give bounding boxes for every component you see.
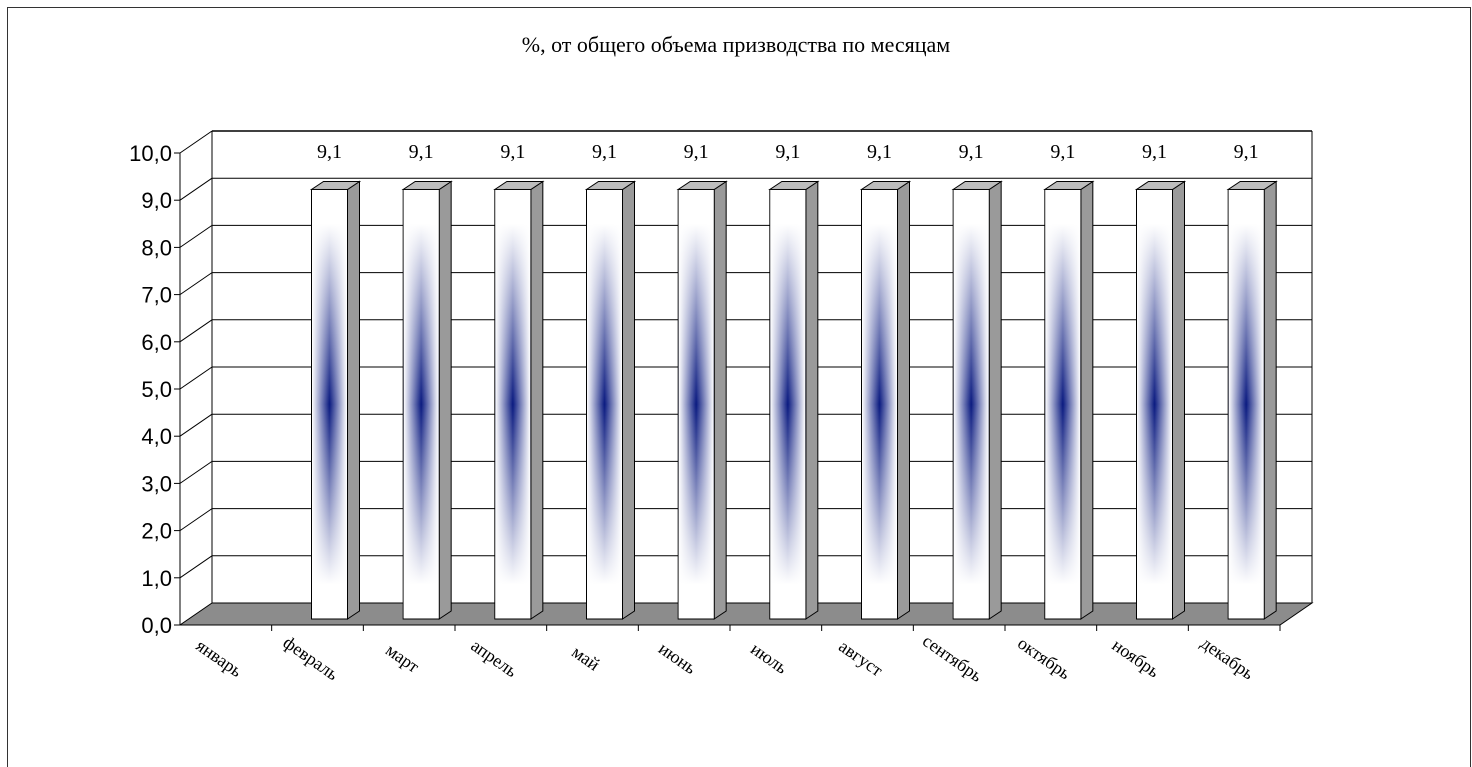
y-tick-label: 8,0: [141, 235, 172, 260]
chart-frame: [7, 7, 1471, 767]
bar-side: [805, 180, 819, 620]
bar: [1226, 180, 1278, 620]
x-tick-label: апрель: [467, 635, 521, 681]
x-tick-label: октябрь: [1014, 633, 1074, 684]
data-label: 9,1: [1050, 141, 1075, 163]
x-tick-label: июль: [747, 638, 791, 677]
bar: [584, 180, 637, 620]
data-label: 9,1: [500, 141, 525, 163]
bar-side: [347, 180, 360, 620]
data-label: 9,1: [684, 141, 709, 163]
data-label: 9,1: [317, 141, 342, 163]
data-label: 9,1: [592, 141, 617, 163]
bar: [401, 180, 453, 620]
bar-highlight: [495, 189, 531, 619]
y-tick-label: 9,0: [141, 188, 172, 213]
data-label: 9,1: [409, 141, 434, 163]
data-label: 9,1: [1142, 141, 1167, 163]
data-label: 9,1: [775, 141, 800, 163]
bar-side: [530, 180, 544, 620]
x-tick-label: май: [568, 642, 603, 675]
y-tick-label: 10,0: [129, 141, 172, 166]
bar-side: [1080, 180, 1094, 620]
side-gridline: [179, 413, 213, 437]
bar: [1134, 180, 1187, 620]
bar: [768, 180, 820, 620]
x-tick-label: август: [835, 636, 886, 680]
bar-highlight: [1045, 189, 1081, 619]
side-gridline: [179, 555, 213, 579]
data-label: 9,1: [959, 141, 984, 163]
side-gridline: [179, 130, 213, 154]
x-tick-label: январь: [192, 635, 246, 681]
bar-side: [897, 180, 910, 620]
y-tick-label: 5,0: [141, 377, 172, 402]
bar-highlight: [1137, 189, 1172, 619]
bar-side: [1172, 180, 1185, 620]
bar: [859, 180, 912, 620]
side-gridline: [179, 224, 213, 248]
x-tick-label: декабрь: [1197, 633, 1258, 684]
bar: [676, 180, 728, 620]
x-tick-label: июнь: [655, 638, 700, 678]
bar: [1043, 180, 1095, 620]
bar-highlight: [403, 189, 439, 619]
y-tick-label: 2,0: [141, 519, 172, 544]
data-label: 9,1: [867, 141, 892, 163]
side-gridline: [179, 319, 213, 343]
bar-highlight: [862, 189, 897, 619]
bar-side: [622, 180, 635, 620]
y-tick-label: 3,0: [141, 471, 172, 496]
bar: [951, 180, 1003, 620]
bar-side: [438, 180, 452, 620]
bar-side: [1263, 180, 1277, 620]
y-tick-label: 6,0: [141, 330, 172, 355]
side-gridline: [179, 508, 213, 532]
y-tick-label: 4,0: [141, 424, 172, 449]
bar-highlight: [587, 189, 622, 619]
y-tick-label: 1,0: [141, 566, 172, 591]
bar-side: [713, 180, 727, 620]
bar-highlight: [770, 189, 806, 619]
y-tick-label: 0,0: [141, 613, 172, 638]
x-tick-label: ноябрь: [1109, 635, 1164, 682]
x-tick-label: март: [382, 640, 423, 677]
data-label: 9,1: [1234, 141, 1259, 163]
bar-highlight: [312, 189, 347, 619]
side-gridline: [179, 272, 213, 296]
chart-title: %, от общего объема призводства по месяц…: [521, 32, 951, 57]
x-tick-label: сентябрь: [919, 630, 986, 685]
y-tick-label: 7,0: [141, 283, 172, 308]
bar-highlight: [1228, 189, 1264, 619]
bar-side: [988, 180, 1002, 620]
x-tick-label: февраль: [280, 632, 343, 684]
bar: [309, 180, 362, 620]
bar-highlight: [953, 189, 989, 619]
bar-highlight: [678, 189, 714, 619]
side-gridline: [179, 177, 213, 201]
bar: [493, 180, 545, 620]
side-gridline: [179, 366, 213, 390]
side-gridline: [179, 460, 213, 484]
